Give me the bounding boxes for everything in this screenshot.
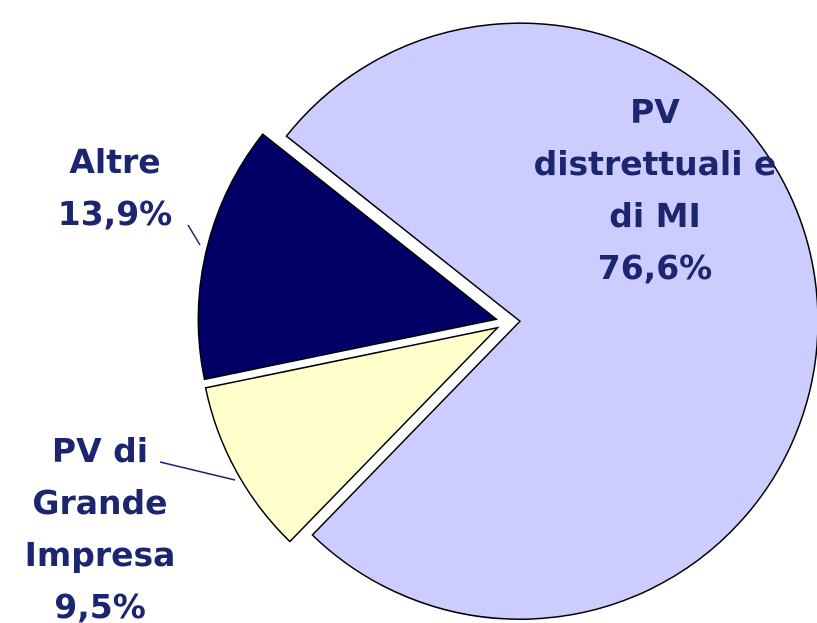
pie-slice bbox=[197, 133, 499, 381]
slice-label: Altre bbox=[69, 142, 161, 181]
value-label: 13,9% bbox=[57, 194, 173, 233]
pie-slice bbox=[204, 326, 500, 543]
slice-label: PV di Grande Impresa bbox=[24, 431, 176, 574]
value-label: 76,6% bbox=[597, 248, 713, 287]
value-label: 9,5% bbox=[54, 587, 146, 623]
leader-line bbox=[187, 224, 201, 246]
leader-line bbox=[159, 461, 236, 481]
pie-slice bbox=[285, 22, 817, 620]
slice-label: PV distrettuali e di MI bbox=[533, 92, 777, 235]
